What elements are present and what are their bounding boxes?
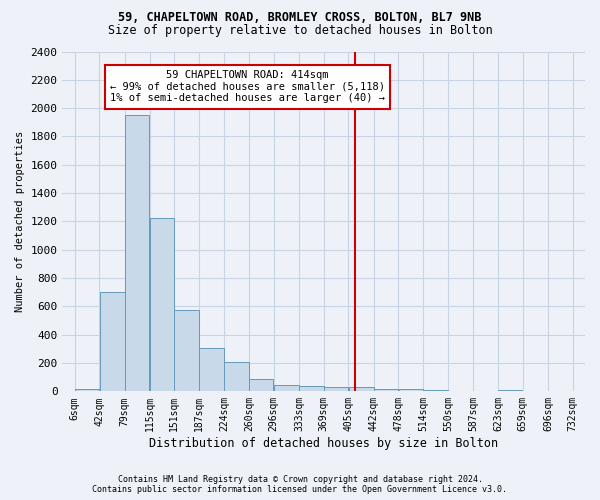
Bar bbox=[398, 389, 423, 392]
Bar bbox=[125, 115, 149, 392]
X-axis label: Distribution of detached houses by size in Bolton: Distribution of detached houses by size … bbox=[149, 437, 498, 450]
Bar bbox=[448, 390, 473, 392]
Text: Contains public sector information licensed under the Open Government Licence v3: Contains public sector information licen… bbox=[92, 485, 508, 494]
Bar bbox=[100, 292, 125, 392]
Bar bbox=[199, 348, 224, 392]
Bar bbox=[175, 310, 199, 392]
Bar bbox=[299, 386, 323, 392]
Bar bbox=[473, 390, 498, 392]
Text: 59, CHAPELTOWN ROAD, BROMLEY CROSS, BOLTON, BL7 9NB: 59, CHAPELTOWN ROAD, BROMLEY CROSS, BOLT… bbox=[118, 11, 482, 24]
Text: 59 CHAPELTOWN ROAD: 414sqm
← 99% of detached houses are smaller (5,118)
1% of se: 59 CHAPELTOWN ROAD: 414sqm ← 99% of deta… bbox=[110, 70, 385, 104]
Bar bbox=[274, 385, 299, 392]
Bar bbox=[548, 390, 572, 392]
Bar bbox=[75, 389, 99, 392]
Text: Contains HM Land Registry data © Crown copyright and database right 2024.: Contains HM Land Registry data © Crown c… bbox=[118, 475, 482, 484]
Bar bbox=[523, 390, 548, 392]
Bar bbox=[149, 218, 174, 392]
Y-axis label: Number of detached properties: Number of detached properties bbox=[15, 131, 25, 312]
Bar bbox=[424, 390, 448, 392]
Bar bbox=[249, 380, 274, 392]
Bar bbox=[374, 388, 398, 392]
Bar bbox=[324, 387, 348, 392]
Bar bbox=[498, 390, 523, 392]
Bar bbox=[349, 387, 374, 392]
Bar bbox=[224, 362, 249, 392]
Text: Size of property relative to detached houses in Bolton: Size of property relative to detached ho… bbox=[107, 24, 493, 37]
